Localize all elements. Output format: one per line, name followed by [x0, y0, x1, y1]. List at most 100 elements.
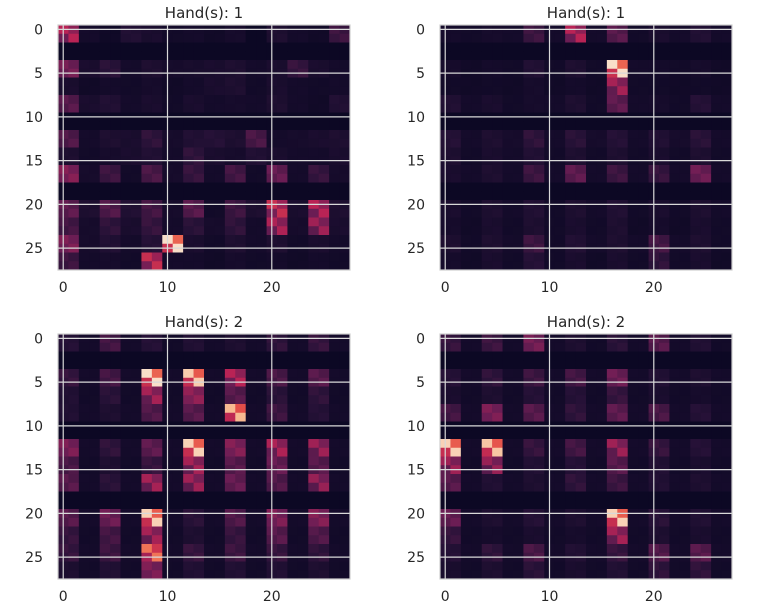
heatmap-cell — [339, 517, 351, 527]
heatmap-cell — [450, 173, 462, 183]
heatmap-cell — [224, 439, 236, 449]
heatmap-cell — [460, 369, 472, 379]
heatmap-cell — [575, 208, 587, 218]
heatmap-cell — [586, 147, 597, 157]
heatmap-cell — [141, 42, 153, 52]
heatmap-cell — [78, 182, 90, 192]
heatmap-cell — [502, 173, 514, 183]
heatmap-cell — [460, 252, 472, 262]
heatmap-cell — [460, 474, 472, 484]
heatmap-cell — [308, 173, 320, 183]
heatmap-cell — [617, 456, 629, 466]
heatmap-cell — [68, 535, 80, 545]
heatmap-cell — [204, 517, 215, 527]
heatmap-cell — [586, 77, 597, 87]
heatmap-cell — [256, 130, 267, 140]
heatmap-cell — [617, 226, 629, 236]
heatmap-cell — [721, 456, 733, 466]
heatmap-cell — [172, 165, 184, 175]
heatmap-cell — [450, 474, 462, 484]
heatmap-cell — [565, 191, 576, 201]
heatmap-cell — [481, 77, 493, 87]
heatmap-cell — [318, 235, 330, 245]
heatmap-cell — [172, 360, 184, 370]
heatmap-cell — [151, 95, 163, 105]
heatmap-cell — [339, 561, 351, 571]
heatmap-cell — [329, 517, 340, 527]
heatmap-cell — [224, 474, 236, 484]
heatmap-cell — [99, 544, 111, 554]
heatmap-cell — [700, 95, 712, 105]
heatmap-cell — [277, 491, 288, 501]
heatmap-cell — [151, 60, 163, 70]
heatmap-cell — [235, 42, 247, 52]
heatmap-cell — [596, 173, 608, 183]
heatmap-cell — [256, 138, 267, 148]
heatmap-cell — [339, 430, 351, 440]
heatmap-cell — [627, 482, 639, 492]
heatmap-cell — [68, 517, 80, 527]
heatmap-cell — [481, 526, 493, 536]
heatmap-cell — [89, 165, 101, 175]
heatmap-cell — [606, 103, 618, 113]
heatmap-cell — [502, 351, 514, 361]
heatmap-cell — [471, 173, 483, 183]
heatmap-cell — [110, 33, 121, 43]
heatmap-cell — [606, 500, 618, 510]
heatmap-cell — [492, 360, 503, 370]
heatmap-cell — [638, 165, 649, 175]
heatmap-cell — [627, 570, 639, 580]
heatmap-cell — [78, 86, 90, 96]
heatmap-cell — [329, 95, 340, 105]
heatmap-cell — [586, 235, 597, 245]
heatmap-cell — [586, 342, 597, 352]
heatmap-cell — [606, 395, 618, 405]
heatmap-cell — [68, 86, 80, 96]
heatmap-cell — [586, 182, 597, 192]
heatmap-cell — [596, 235, 608, 245]
heatmap-cell — [151, 182, 163, 192]
heatmap-cell — [277, 342, 288, 352]
heatmap-cell — [617, 474, 629, 484]
heatmap-cell — [533, 360, 545, 370]
heatmap-cell — [214, 456, 226, 466]
heatmap-cell — [183, 182, 194, 192]
heatmap-cell — [339, 51, 351, 61]
heatmap-cell — [78, 138, 90, 148]
heatmap-cell — [99, 235, 111, 245]
heatmap-cell — [700, 535, 712, 545]
heatmap-cell — [224, 360, 236, 370]
heatmap-cell — [235, 51, 247, 61]
heatmap-cell — [513, 261, 524, 271]
heatmap-cell — [721, 430, 733, 440]
heatmap-cell — [287, 351, 299, 361]
heatmap-cell — [565, 517, 576, 527]
heatmap-cell — [89, 482, 101, 492]
heatmap-cell — [308, 404, 320, 414]
heatmap-cell — [659, 482, 670, 492]
heatmap-cell — [523, 33, 535, 43]
heatmap-cell — [502, 60, 514, 70]
heatmap-cell — [204, 86, 215, 96]
heatmap-cell — [481, 395, 493, 405]
heatmap-cell — [690, 360, 702, 370]
heatmap-cell — [89, 570, 101, 580]
heatmap-cell — [131, 51, 142, 61]
heatmap-cell — [110, 130, 121, 140]
heatmap-cell — [711, 261, 722, 271]
heatmap-cell — [193, 342, 205, 352]
heatmap-cell — [78, 386, 90, 396]
heatmap-cell — [533, 33, 545, 43]
heatmap-cell — [460, 261, 472, 271]
heatmap-cell — [669, 491, 681, 501]
heatmap-cell — [711, 447, 722, 457]
heatmap-cell — [700, 404, 712, 414]
heatmap-cell — [245, 412, 257, 422]
heatmap-cell — [450, 86, 462, 96]
heatmap-cell — [297, 182, 309, 192]
heatmap-cell — [523, 191, 535, 201]
heatmap-cell — [565, 103, 576, 113]
heatmap-cell — [99, 500, 111, 510]
heatmap-cell — [659, 77, 670, 87]
